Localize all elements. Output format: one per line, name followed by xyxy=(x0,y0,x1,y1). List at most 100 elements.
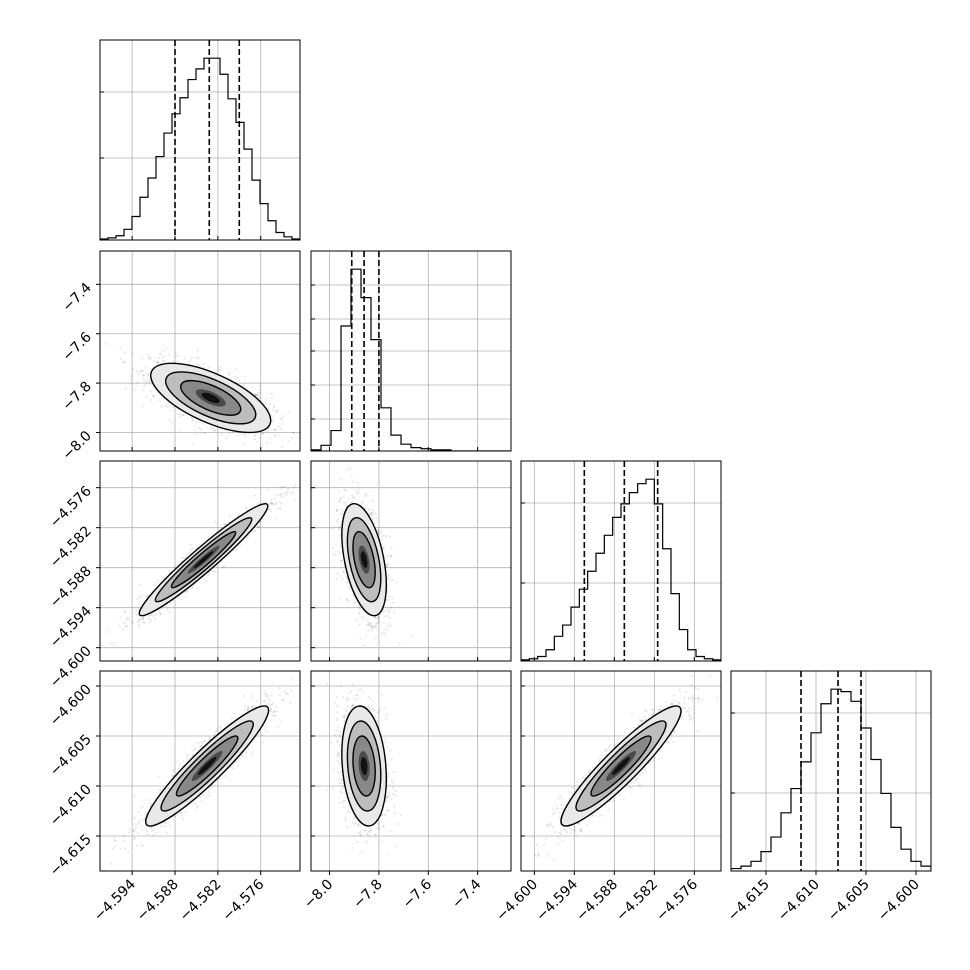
scatter-point xyxy=(367,628,370,632)
scatter-point xyxy=(359,608,362,612)
scatter-point xyxy=(380,535,383,538)
scatter-point xyxy=(279,493,282,496)
scatter-point xyxy=(366,618,369,621)
scatter-point xyxy=(159,405,162,408)
scatter-point xyxy=(351,480,355,483)
scatter-point xyxy=(393,611,396,614)
scatter-point xyxy=(271,419,274,422)
scatter-point xyxy=(371,509,374,512)
scatter-point xyxy=(382,621,386,625)
scatter-point xyxy=(344,575,347,578)
scatter-point xyxy=(213,429,217,433)
scatter-point xyxy=(237,514,240,517)
scatter-point xyxy=(364,494,367,497)
scatter-point xyxy=(360,615,363,618)
scatter-point xyxy=(197,363,200,366)
scatter-point xyxy=(272,406,276,409)
scatter-point xyxy=(368,623,371,626)
scatter-point xyxy=(159,612,163,615)
scatter-point xyxy=(369,626,372,629)
scatter-point xyxy=(350,473,353,476)
scatter-point xyxy=(351,494,354,497)
scatter-point xyxy=(147,354,150,357)
scatter-point xyxy=(269,437,272,440)
scatter-point xyxy=(377,530,380,533)
scatter-point xyxy=(141,845,144,848)
scatter-point xyxy=(396,580,399,584)
scatter-point xyxy=(349,501,353,504)
scatter-point xyxy=(178,413,182,416)
scatter-point xyxy=(282,492,285,495)
scatter-point xyxy=(382,631,385,634)
scatter-point xyxy=(107,630,111,633)
scatter-point xyxy=(193,425,197,428)
scatter-point xyxy=(207,790,210,794)
scatter-point xyxy=(261,432,264,436)
scatter-point xyxy=(372,626,375,629)
scatter-point xyxy=(211,426,215,430)
scatter-point xyxy=(343,488,346,491)
scatter-point xyxy=(191,547,194,550)
scatter-point xyxy=(271,703,274,706)
scatter-point xyxy=(143,384,146,388)
scatter-point xyxy=(118,624,121,627)
scatter-point xyxy=(205,580,208,583)
scatter-point xyxy=(259,391,262,394)
scatter-point xyxy=(123,622,126,625)
scatter-point xyxy=(336,509,339,512)
scatter-point xyxy=(124,624,127,628)
scatter-point xyxy=(342,495,345,499)
histogram-step-0 xyxy=(100,57,300,240)
scatter-point xyxy=(383,615,387,618)
scatter-panel-2-0 xyxy=(100,461,300,661)
scatter-point xyxy=(279,427,283,430)
scatter-point xyxy=(388,611,391,614)
scatter-point xyxy=(195,357,198,360)
scatter-point xyxy=(174,352,177,355)
scatter-point xyxy=(337,518,340,521)
scatter-point xyxy=(272,404,275,407)
scatter-point xyxy=(355,618,359,621)
scatter-point xyxy=(384,628,387,631)
scatter-point xyxy=(349,587,352,590)
scatter-point xyxy=(157,579,160,582)
scatter-point xyxy=(256,503,259,506)
scatter-point xyxy=(388,598,391,601)
scatter-point xyxy=(336,577,339,580)
scatter-point xyxy=(152,359,155,362)
scatter-point xyxy=(304,422,306,424)
scatter-point xyxy=(390,555,393,558)
scatter-point xyxy=(131,353,134,356)
scatter-point xyxy=(338,500,341,503)
scatter-point xyxy=(148,374,151,377)
scatter-point xyxy=(157,360,160,363)
panel-frame xyxy=(99,39,301,241)
scatter-point xyxy=(388,574,391,577)
scatter-point xyxy=(234,378,237,381)
scatter-point xyxy=(132,829,135,833)
scatter-point xyxy=(377,617,381,620)
scatter-point xyxy=(147,621,151,624)
scatter-panel-2-1 xyxy=(311,461,511,661)
scatter-point xyxy=(185,589,189,593)
scatter-point xyxy=(388,622,391,625)
scatter-point xyxy=(168,405,171,408)
scatter-point xyxy=(391,596,394,600)
scatter-point xyxy=(292,431,296,434)
scatter-point xyxy=(339,575,342,578)
scatter-point xyxy=(341,578,344,581)
scatter-point xyxy=(289,689,293,692)
scatter-point xyxy=(292,491,295,494)
scatter-point xyxy=(138,618,141,621)
scatter-point xyxy=(224,436,227,440)
scatter-point xyxy=(376,529,380,532)
scatter-point xyxy=(360,500,364,503)
scatter-point xyxy=(370,622,373,625)
scatter-point xyxy=(183,357,186,360)
scatter-point xyxy=(355,491,358,495)
scatter-point xyxy=(202,422,205,426)
scatter-point xyxy=(338,524,342,528)
scatter-point xyxy=(257,394,260,397)
scatter-point xyxy=(222,565,226,568)
